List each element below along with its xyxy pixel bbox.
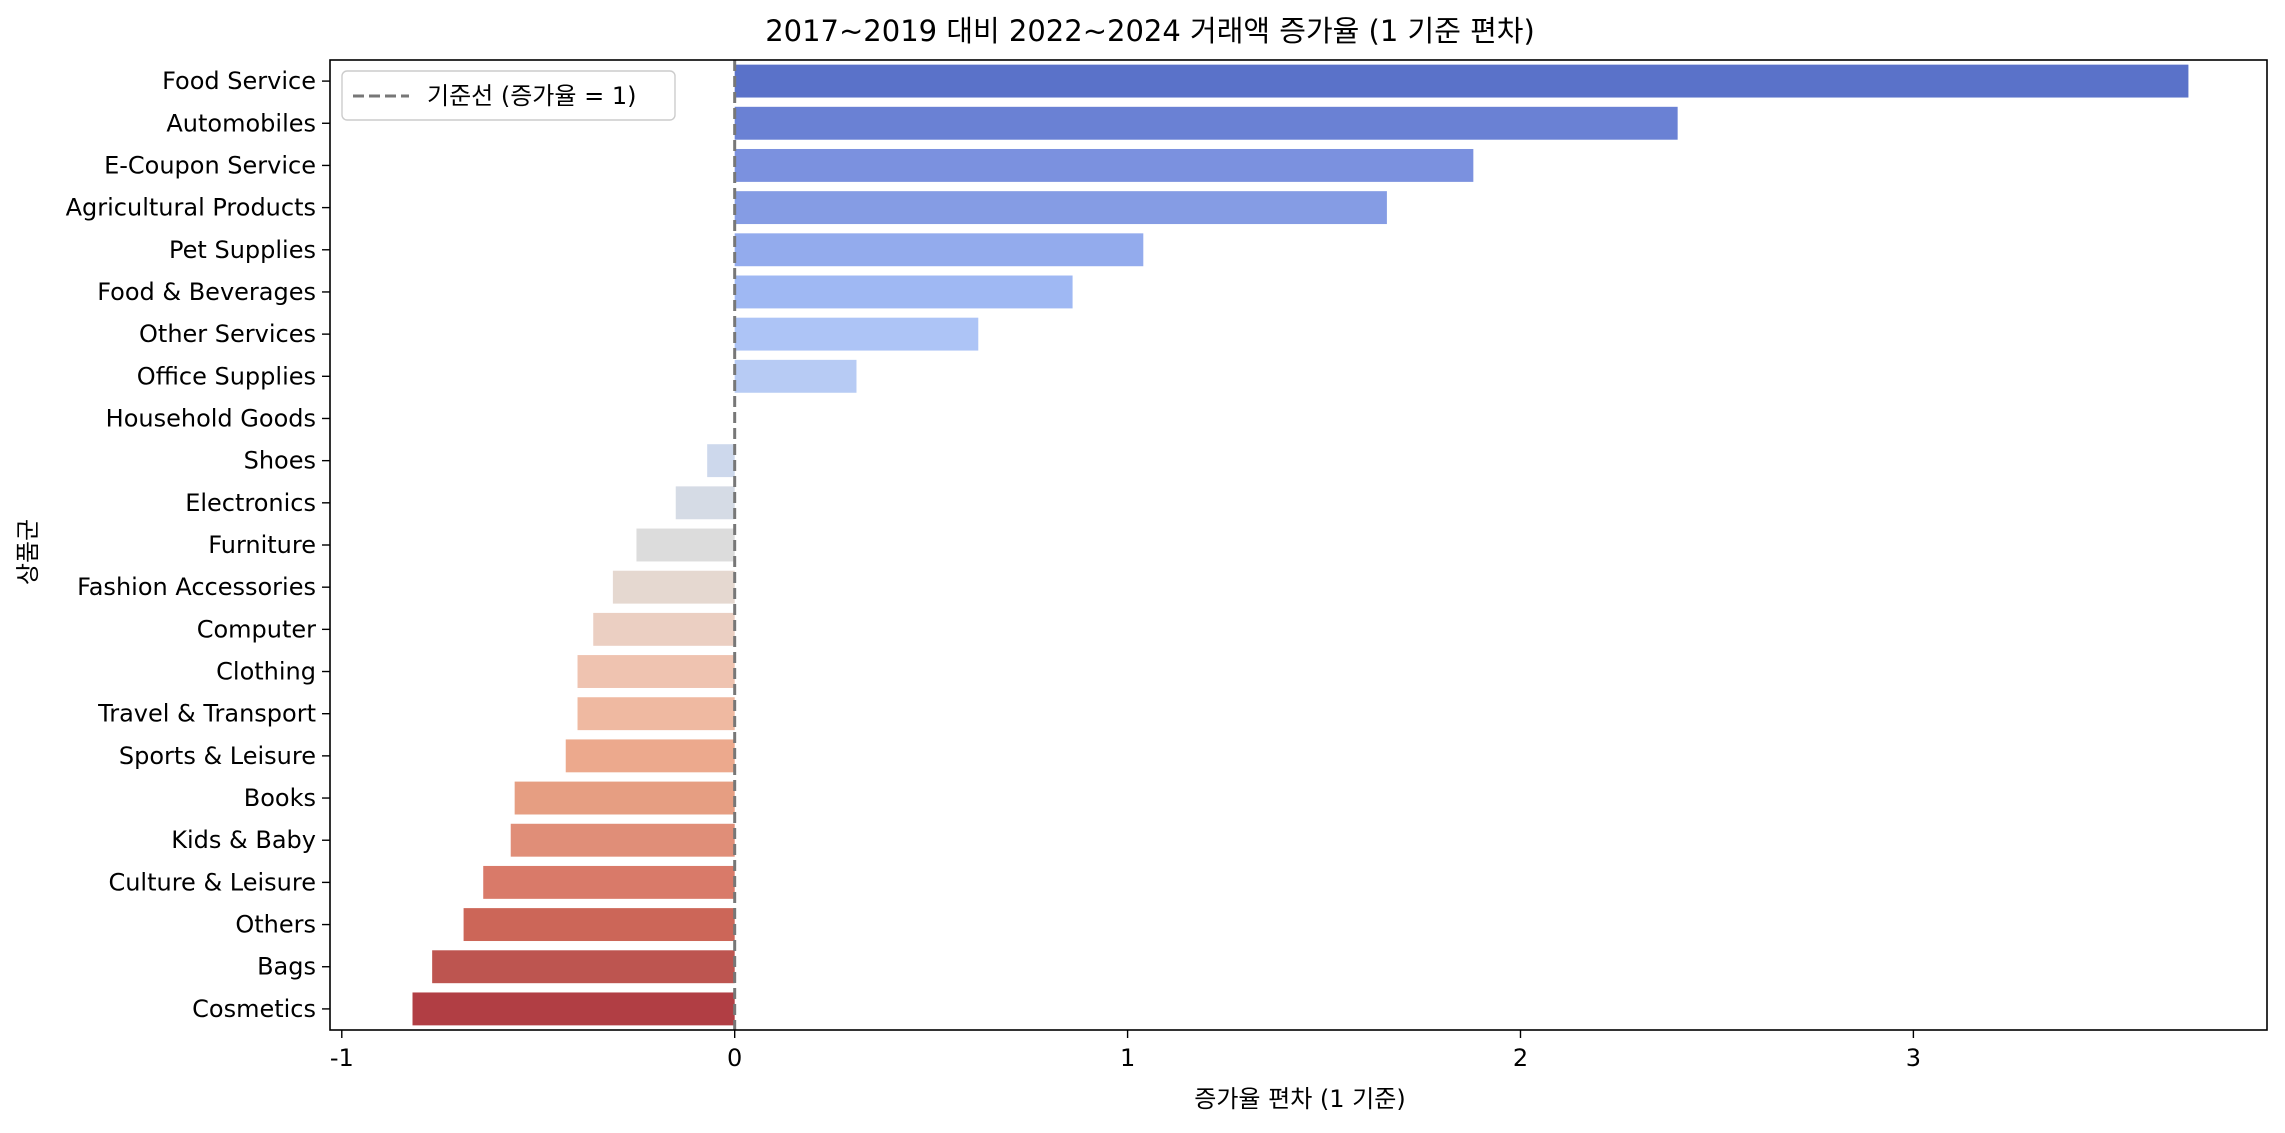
- y-tick-label: Books: [244, 784, 316, 812]
- bar: [734, 359, 857, 393]
- bars-group: [412, 64, 2189, 1026]
- y-tick-label: Shoes: [244, 447, 316, 475]
- x-tick-label: 1: [1120, 1044, 1135, 1072]
- bar: [734, 64, 2189, 98]
- bar: [463, 908, 735, 942]
- y-tick-label: Other Services: [139, 320, 316, 348]
- y-tick-label: Sports & Leisure: [119, 742, 316, 770]
- y-tick-label: Office Supplies: [137, 362, 316, 390]
- bar: [483, 865, 735, 899]
- bar: [707, 444, 735, 478]
- bar: [514, 781, 735, 815]
- x-tick-label: 3: [1906, 1044, 1921, 1072]
- bar: [432, 950, 735, 984]
- y-tick-label: Fashion Accessories: [77, 573, 316, 601]
- bar: [412, 992, 735, 1026]
- y-tick-label: Household Goods: [106, 404, 316, 432]
- bar: [612, 570, 735, 604]
- y-tick-label: Food & Beverages: [97, 278, 316, 306]
- y-tick-label: Computer: [197, 615, 316, 643]
- bar: [577, 697, 735, 731]
- y-tick-label: Furniture: [208, 531, 316, 559]
- bar: [734, 148, 1474, 182]
- legend-frame: [341, 70, 676, 121]
- y-tick-label: Electronics: [185, 489, 316, 517]
- y-tick-label: Pet Supplies: [169, 236, 316, 264]
- x-tick-label: 2: [1513, 1044, 1528, 1072]
- bar: [510, 823, 735, 857]
- x-axis-label: 증가율 편차 (1 기준): [1194, 1085, 1405, 1113]
- bar: [675, 486, 735, 520]
- bar: [636, 528, 735, 562]
- y-tick-label: Travel & Transport: [97, 700, 316, 728]
- y-tick-label: Others: [235, 911, 316, 939]
- y-axis: Food Service Automobiles E-Coupon Service A…: [66, 67, 330, 1023]
- bar: [734, 106, 1678, 140]
- y-tick-label: Food Service: [162, 67, 316, 95]
- y-tick-label: Kids & Baby: [171, 826, 316, 854]
- y-axis-label: 상품군: [14, 519, 42, 585]
- y-tick-label: E-Coupon Service: [104, 151, 316, 179]
- bar: [577, 655, 735, 688]
- y-tick-label: Culture & Leisure: [108, 868, 316, 896]
- legend-entry-label: 기준선 (증가율 = 1): [427, 82, 636, 110]
- y-tick-label: Automobiles: [166, 109, 316, 137]
- bar: [593, 612, 735, 646]
- x-tick-label: 0: [727, 1044, 742, 1072]
- y-tick-label: Agricultural Products: [66, 194, 316, 222]
- y-tick-label: Clothing: [216, 658, 316, 686]
- bar: [734, 317, 979, 351]
- bar: [734, 191, 1387, 225]
- legend: 기준선 (증가율 = 1): [341, 70, 676, 121]
- bar: [734, 233, 1144, 267]
- y-tick-label: Cosmetics: [192, 995, 316, 1023]
- chart-title: 2017~2019 대비 2022~2024 거래액 증가율 (1 기준 편차): [765, 14, 1535, 48]
- x-axis: -1 0 1 2 3: [330, 1030, 1921, 1072]
- bar: [565, 739, 735, 773]
- x-tick-label: -1: [330, 1044, 354, 1072]
- bar: [734, 275, 1073, 309]
- y-tick-label: Bags: [257, 953, 316, 981]
